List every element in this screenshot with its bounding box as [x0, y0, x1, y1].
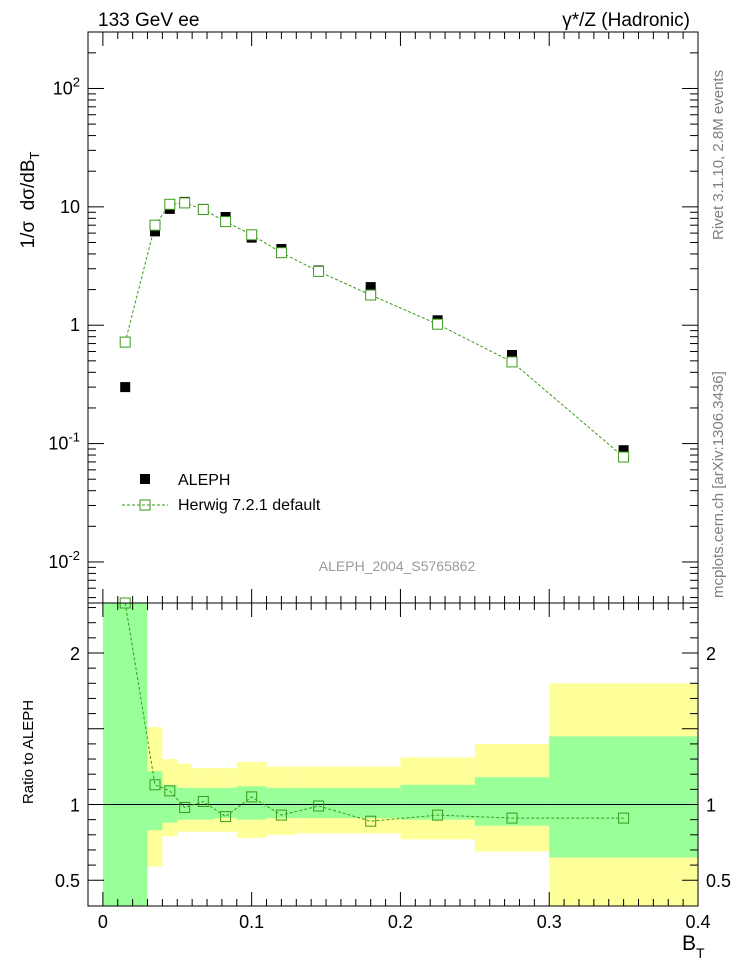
ratio-plot: 0.5 0.5 1 1 2 2 0 0.1 0.2 0.3 0.4 — [55, 597, 731, 932]
main-plot: 10-2 10-1 1 10 102 — [48, 31, 699, 604]
uncertainty-band-inner — [340, 787, 401, 819]
mc-point — [149, 219, 161, 231]
ratio-point — [432, 809, 444, 821]
uncertainty-band-inner — [214, 787, 237, 819]
x-tick-label: 0.1 — [239, 912, 264, 932]
mc-point — [618, 451, 630, 463]
y-tick-label: 102 — [53, 74, 80, 98]
ratio-y-tick-label: 1 — [70, 795, 80, 815]
mc-point — [432, 318, 444, 330]
side-label-rivet: Rivet 3.1.10, 2.8M events — [710, 69, 727, 240]
mc-point — [275, 247, 287, 259]
ratio-point — [197, 796, 209, 807]
x-tick-label: 0.3 — [537, 912, 562, 932]
ratio-point — [365, 815, 377, 827]
uncertainty-band-inner — [162, 784, 178, 823]
data-point — [365, 282, 376, 293]
x-axis-title: BT — [682, 932, 705, 961]
data-point — [120, 382, 131, 393]
mc-point — [164, 198, 176, 210]
ratio-y-tick-label: 1 — [706, 795, 716, 815]
y-axis-title-main: 1/σ dσ/dBT — [18, 152, 42, 249]
legend-mc-label: Herwig 7.2.1 default — [178, 497, 321, 514]
x-tick-label: 0 — [98, 912, 108, 932]
legend-data-marker — [140, 474, 150, 484]
uncertainty-band-inner — [192, 787, 215, 820]
header-right: γ*/Z (Hadronic) — [562, 10, 690, 31]
uncertainty-band-inner — [400, 784, 475, 820]
mc-point — [119, 336, 131, 348]
ratio-point — [506, 812, 518, 824]
ratio-point — [246, 791, 258, 803]
legend: ALEPH Herwig 7.2.1 default — [122, 472, 321, 514]
ratio-point — [618, 812, 630, 824]
ratio-point — [149, 779, 161, 791]
y-tick-label: 10 — [60, 197, 80, 217]
ratio-y-tick-label: 2 — [70, 644, 80, 664]
uncertainty-band-inner — [102, 603, 148, 906]
data-point — [618, 445, 629, 456]
main-frame — [87, 31, 699, 604]
mc-point — [246, 229, 258, 241]
uncertainty-band-inner — [266, 787, 297, 819]
legend-mc-marker — [139, 499, 151, 511]
uncertainty-band-inner — [147, 771, 163, 831]
mc-point — [220, 216, 232, 228]
ratio-series-line — [124, 602, 624, 822]
ratio-point — [179, 802, 191, 813]
ratio-y-tick-label: 0.5 — [55, 871, 80, 891]
header-left: 133 GeV ee — [98, 10, 199, 31]
uncertainty-band-inner — [549, 736, 698, 858]
y-tick-label: 10-2 — [48, 548, 80, 572]
data-point — [507, 350, 517, 360]
mc-point — [365, 289, 377, 301]
ratio-y-tick-label: 0.5 — [706, 871, 731, 891]
y-tick-label: 1 — [70, 315, 80, 335]
ratio-y-tick-label: 2 — [706, 644, 716, 664]
ratio-point — [313, 800, 325, 812]
x-tick-label: 0.4 — [685, 912, 710, 932]
uncertainty-band-inner — [236, 786, 267, 820]
y-tick-label: 10-1 — [48, 430, 80, 454]
ratio-point — [275, 809, 287, 821]
legend-data-label: ALEPH — [178, 472, 230, 489]
mc-point — [313, 265, 325, 277]
mc-point — [197, 204, 209, 215]
mc-point — [179, 197, 191, 209]
mc-series-line — [124, 202, 624, 458]
side-label-mcplots: mcplots.cern.ch [arXiv:1306.3436] — [710, 371, 727, 598]
analysis-id: ALEPH_2004_S5765862 — [319, 558, 476, 574]
ratio-point — [164, 785, 176, 797]
uncertainty-band-inner — [177, 787, 193, 820]
x-tick-label: 0.2 — [388, 912, 413, 932]
uncertainty-band-inner — [296, 787, 341, 819]
ratio-point — [220, 811, 232, 823]
data-point — [150, 226, 160, 237]
mc-point — [506, 356, 518, 368]
y-axis-title-ratio: Ratio to ALEPH — [20, 700, 37, 804]
ratio-frame — [87, 602, 699, 907]
